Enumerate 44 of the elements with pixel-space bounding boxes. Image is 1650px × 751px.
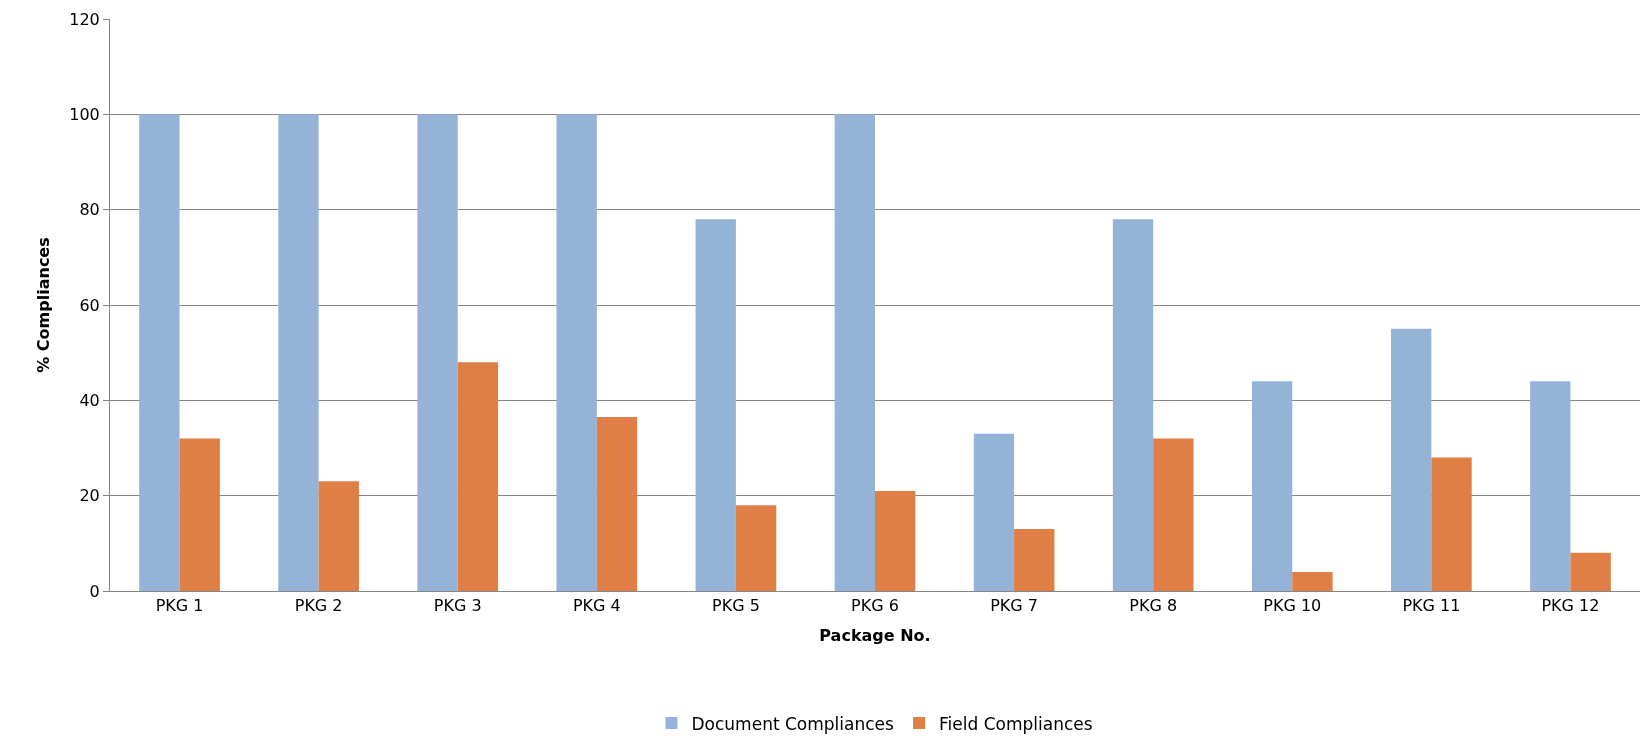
bar [179, 438, 220, 591]
legend-label: Field Compliances [939, 713, 1093, 734]
x-tick-label: PKG 5 [712, 596, 760, 616]
bar [1292, 571, 1333, 591]
bar [1530, 381, 1571, 591]
y-tick-label: 20 [79, 486, 100, 506]
bar [278, 114, 319, 591]
y-tick-label: 120 [69, 9, 100, 29]
bar [1153, 438, 1194, 591]
x-tick-label: PKG 7 [990, 596, 1038, 616]
bar [973, 433, 1015, 591]
x-tick-label: PKG 4 [572, 596, 621, 616]
y-tick-label: 40 [79, 390, 100, 410]
bar [457, 362, 499, 591]
x-tick-label: PKG 2 [294, 596, 343, 616]
y-tick-label: 80 [79, 200, 100, 220]
bar [695, 219, 736, 591]
x-tick-label: PKG 3 [433, 596, 482, 616]
y-tick-label: 0 [89, 581, 100, 601]
y-tick-label: 60 [79, 295, 100, 315]
bar [596, 417, 638, 591]
bar [139, 114, 180, 591]
bar [1014, 529, 1055, 591]
bar [318, 481, 359, 591]
bar [556, 114, 597, 591]
x-tick-label: PKG 12 [1541, 596, 1600, 616]
bar [735, 505, 777, 591]
bar [1431, 457, 1472, 591]
x-tick-label: PKG 10 [1263, 596, 1322, 616]
bar [417, 114, 458, 591]
bar [1391, 328, 1432, 591]
legend-label: Document Compliances [691, 713, 895, 734]
x-axis-title: Package No. [819, 625, 931, 645]
bar [875, 490, 916, 591]
bar [1112, 219, 1154, 591]
x-tick-label: PKG 11 [1402, 596, 1461, 616]
x-tick-label: PKG 8 [1129, 596, 1178, 616]
bar [1570, 552, 1611, 591]
x-tick-label: PKG 1 [155, 596, 204, 616]
y-tick-label: 100 [69, 104, 100, 124]
y-axis-title: % Compliances [34, 237, 54, 373]
x-tick-label: PKG 6 [851, 596, 899, 616]
bar [1251, 381, 1293, 591]
bar [834, 114, 875, 591]
